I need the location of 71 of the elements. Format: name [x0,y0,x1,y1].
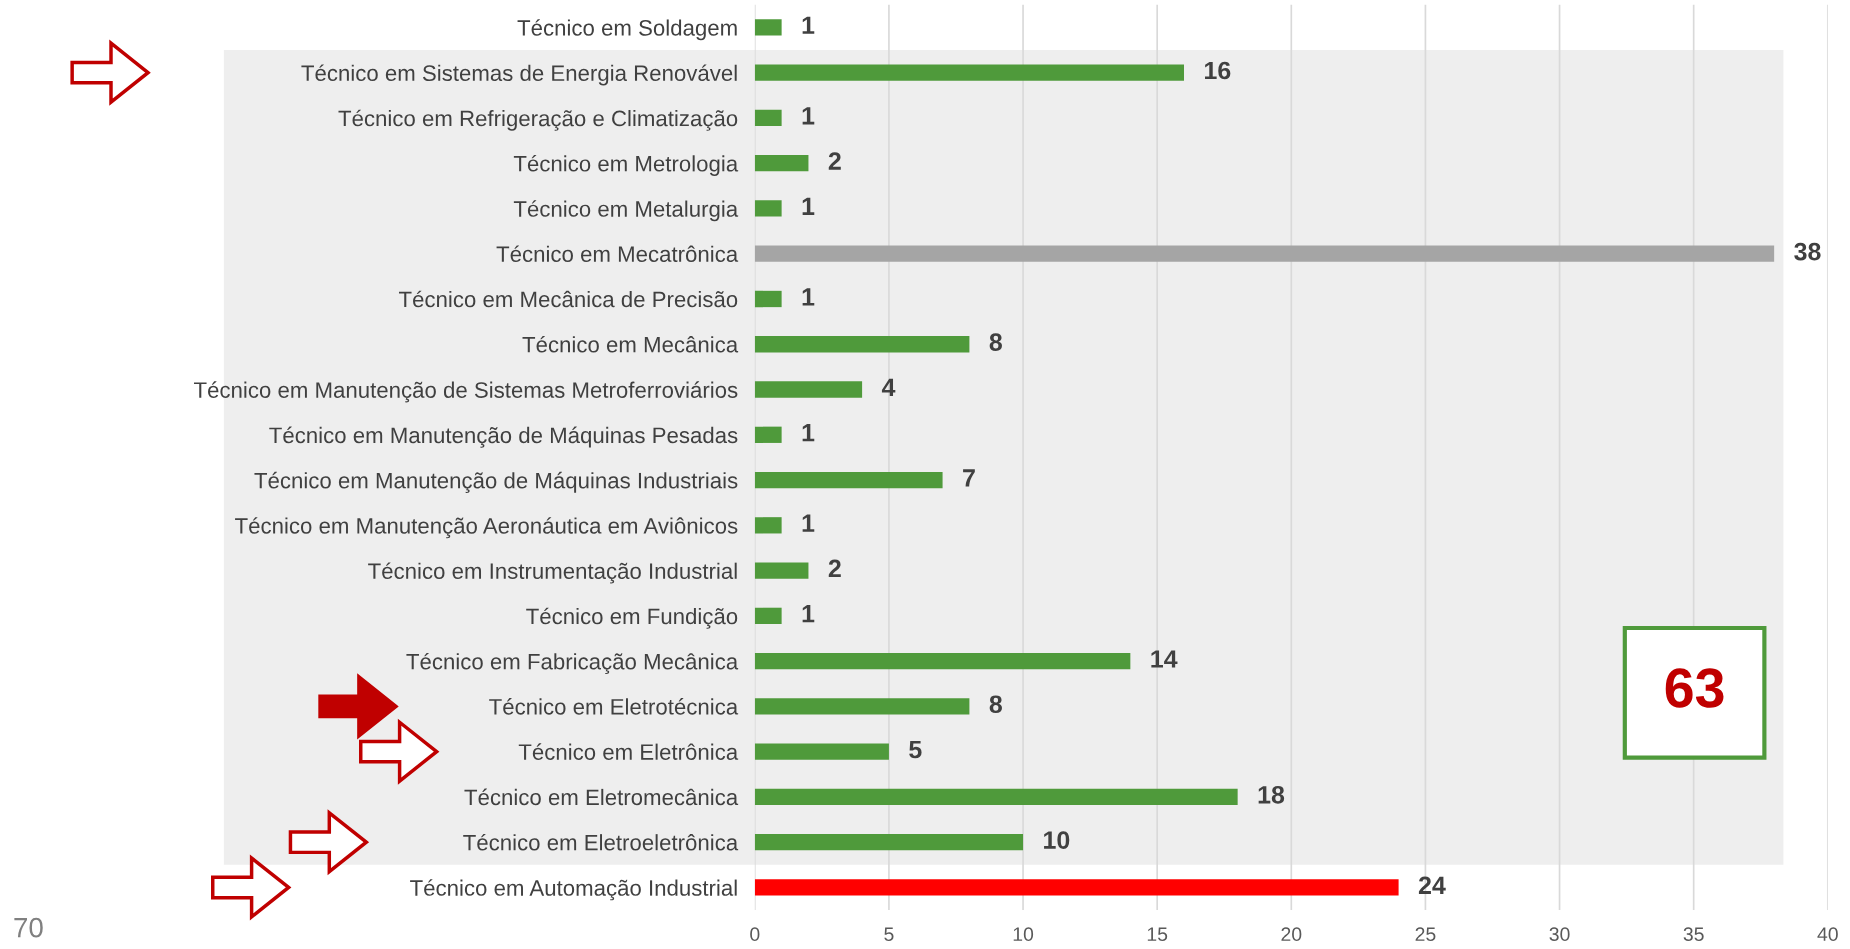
data-label: 1 [802,514,815,532]
text: 70 [14,917,43,938]
data-label: 4 [881,378,896,396]
data-label: 8 [989,333,1002,351]
bar [754,64,1184,81]
y-tick-label: Técnico em Refrigeração e Climatização [338,109,738,131]
data-label: 7 [963,469,975,487]
bar [754,652,1131,670]
bar [754,607,782,624]
y-tick-label: Técnico em Manutenção de Sistemas Metroferroviários [194,381,738,403]
bar [754,834,1024,851]
bar [754,562,809,579]
y-tick-label: Técnico em Manutenção de Máquinas Industriais [254,471,738,493]
data-label: 1 [802,107,815,125]
y-tick-label: Técnico em Metrologia [513,155,739,176]
bar [754,381,863,398]
y-tick-label: Técnico em Manutenção de Máquinas Pesadas [269,426,738,448]
y-tick-label: Técnico em Eletrônica [518,743,739,760]
y-tick-label: Técnico em Soldagem [517,19,737,41]
annotation: 63 [1665,668,1724,708]
x-tick-label: 40 [1817,927,1838,942]
y-tick-label: Técnico em Eletrotécnica [489,698,739,715]
data-label: 1 [802,197,815,215]
data-label: 24 [1418,876,1446,894]
data-label: 1 [802,288,815,306]
y-tick-label: Técnico em Mecânica de Precisão [398,290,738,308]
bar [754,290,782,308]
y-tick-label: Técnico em Manutenção Aeronáutica em Aviônicos [235,517,738,539]
bar [754,155,809,172]
data-label: 16 [1205,61,1231,80]
data-label: 2 [828,559,841,578]
bar [754,743,889,760]
bar [754,245,1775,262]
x-tick-label: 35 [1683,927,1704,942]
y-tick-label: Técnico em Eletromecânica [464,788,739,806]
bar [754,471,943,489]
bar [754,698,970,715]
y-tick-label: Técnico em Mecânica [522,335,739,353]
data-label: 1 [802,16,815,34]
y-tick-label: Técnico em Mecatrônica [496,245,739,262]
bar [754,109,782,127]
data-label: 5 [909,740,922,759]
data-label: 1 [802,605,815,623]
bar [754,336,970,353]
data-label: 8 [989,695,1002,714]
y-tick-label: Técnico em Automação Industrial [410,879,737,901]
x-tick-label: 10 [1013,927,1034,942]
bar [754,19,782,36]
data-label: 18 [1258,785,1285,804]
bar [754,879,1399,896]
y-tick-label: Técnico em Fabricação Mecânica [406,652,739,675]
x-tick-label: 20 [1281,927,1302,942]
x-tick-label: 15 [1147,927,1168,942]
x-tick-label: 30 [1549,927,1570,942]
y-tick-label: Técnico em Fundição [526,607,738,629]
y-tick-label: Técnico em Sistemas de Energia Renovável [301,64,737,86]
x-tick-label: 25 [1415,927,1436,942]
bar [754,788,1238,806]
x-tick-label: 0 [750,927,760,942]
data-label: 1 [802,424,815,442]
data-label: 10 [1044,831,1070,849]
y-tick-label: Técnico em Metalurgia [513,200,739,222]
bar [754,426,782,443]
data-label: 38 [1794,242,1821,261]
data-label: 2 [828,152,841,170]
data-label: 14 [1151,650,1178,668]
bar [754,517,782,534]
y-tick-label: Técnico em Instrumentação Industrial [368,562,737,584]
bar [754,200,782,217]
y-tick-label: Técnico em Eletroeletrônica [463,833,739,851]
x-tick-label: 5 [884,927,894,942]
